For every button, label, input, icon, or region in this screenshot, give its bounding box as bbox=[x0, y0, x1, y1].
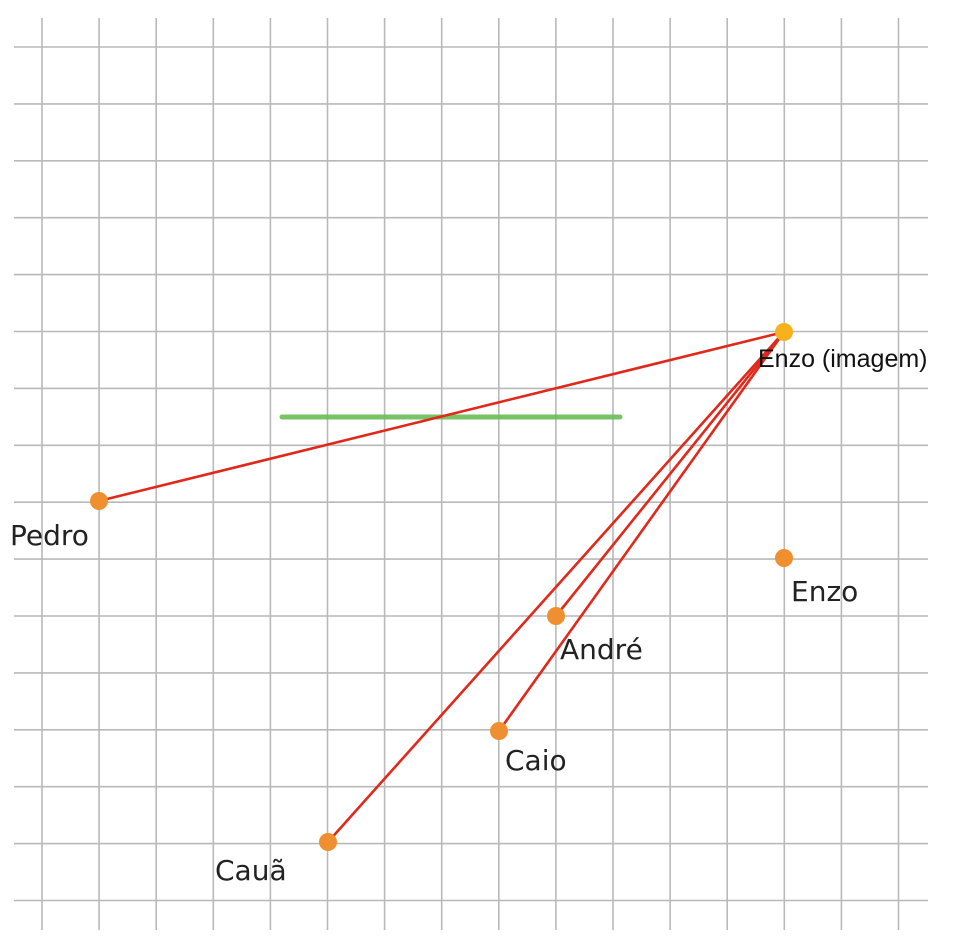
grid bbox=[14, 18, 928, 930]
label-caua: Cauã bbox=[215, 854, 287, 887]
point-caua bbox=[319, 833, 337, 851]
point-pedro bbox=[90, 492, 108, 510]
labels: Enzo (imagem) Pedro Enzo André Caio Cauã bbox=[10, 345, 928, 887]
label-pedro: Pedro bbox=[10, 519, 89, 552]
point-caio bbox=[490, 722, 508, 740]
ray-caio bbox=[497, 330, 786, 733]
label-enzo-image: Enzo (imagem) bbox=[758, 345, 928, 373]
point-enzo bbox=[775, 549, 793, 567]
ray-caua bbox=[326, 330, 786, 844]
ray-pedro bbox=[97, 330, 786, 503]
image-point-enzo bbox=[775, 323, 793, 341]
ray-andre bbox=[554, 330, 786, 618]
label-enzo: Enzo bbox=[791, 575, 858, 608]
points bbox=[90, 323, 793, 851]
point-andre bbox=[547, 607, 565, 625]
label-caio: Caio bbox=[505, 744, 567, 777]
sight-lines bbox=[97, 330, 786, 844]
label-andre: André bbox=[560, 633, 643, 666]
